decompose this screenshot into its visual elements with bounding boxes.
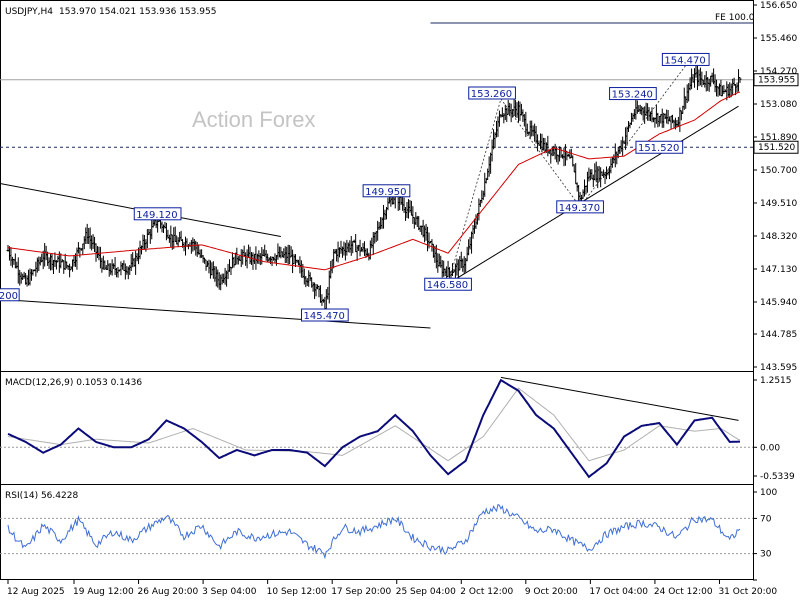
annotation-label: 151.520 bbox=[638, 143, 679, 154]
rsi-line bbox=[7, 503, 741, 560]
annotation-label: 200 bbox=[0, 291, 18, 302]
macd-line bbox=[7, 378, 740, 479]
x-tick-label: 25 Sep 04:00 bbox=[396, 587, 456, 597]
x-tick-label: 10 Sep 12:00 bbox=[267, 587, 327, 597]
rsi-tick-label: 100 bbox=[760, 488, 777, 498]
price-pane: 156.650 155.460 154.270 153.080 151.890 150.7… bbox=[0, 0, 799, 373]
trendline-support bbox=[447, 105, 739, 285]
x-tick-label: 24 Oct 12:00 bbox=[654, 587, 713, 597]
price-tick-label: 155.460 bbox=[760, 34, 797, 44]
annotation-label: 149.950 bbox=[365, 187, 406, 198]
rsi-pane-border bbox=[0, 484, 754, 580]
macd-pane: 1.2515 0.00 -0.5339 bbox=[0, 371, 795, 485]
annotation-box bbox=[362, 184, 411, 198]
annotation-box bbox=[661, 52, 710, 66]
price-tick-label: 153.080 bbox=[760, 100, 797, 110]
annotation-label: 145.470 bbox=[304, 311, 345, 322]
annotation-box bbox=[424, 277, 472, 291]
macd-tick-label: 0.00 bbox=[760, 443, 780, 453]
annotation-label: 149.120 bbox=[136, 210, 177, 221]
macd-trendline bbox=[500, 376, 739, 421]
price-tick-label: 151.890 bbox=[760, 133, 797, 143]
price-header: USDJPY,H4 153.970 154.021 153.936 153.955 bbox=[5, 7, 216, 17]
level-price-tag-box bbox=[753, 140, 799, 154]
annotation-label: 154.470 bbox=[664, 55, 705, 66]
macd-tick-label: 1.2515 bbox=[760, 376, 792, 386]
level-price-tag-text: 151.520 bbox=[758, 143, 795, 153]
x-tick-label: 12 Aug 2025 bbox=[7, 587, 65, 597]
price-tick-label: 145.940 bbox=[760, 298, 797, 308]
x-tick-label: 26 Aug 20:00 bbox=[138, 587, 199, 597]
annotation-box bbox=[468, 86, 516, 100]
annotation-box bbox=[0, 288, 20, 302]
annotation-box bbox=[609, 87, 657, 101]
price-tick-label: 148.320 bbox=[760, 232, 797, 242]
macd-signal-line bbox=[7, 387, 740, 462]
ohlc-label: 153.970 154.021 153.936 153.955 bbox=[59, 7, 216, 17]
macd-tick-label: -0.5339 bbox=[760, 472, 795, 482]
annotation-label: 146.580 bbox=[427, 280, 468, 291]
annotation-box bbox=[635, 140, 684, 154]
price-tick-label: 154.270 bbox=[760, 67, 797, 77]
price-tick-label: 143.595 bbox=[760, 363, 797, 373]
annotation-box bbox=[556, 200, 604, 214]
x-tick-label: 19 Aug 12:00 bbox=[73, 587, 134, 597]
rsi-tick-label: 30 bbox=[760, 550, 772, 560]
annotation-label: 153.240 bbox=[612, 90, 653, 101]
fe-label: FE 100.0 bbox=[715, 13, 755, 23]
current-price-tag-text: 153.955 bbox=[758, 76, 795, 86]
annotation-label: 153.260 bbox=[471, 89, 512, 100]
rsi-label: RSI(14) 56.4228 bbox=[5, 491, 78, 501]
price-tick-label: 150.700 bbox=[760, 166, 797, 176]
annotation-box bbox=[301, 308, 349, 322]
price-tick-label: 144.785 bbox=[760, 330, 797, 340]
annotation-box bbox=[133, 207, 182, 221]
macd-label: MACD(12,26,9) 0.1053 0.1436 bbox=[5, 378, 142, 388]
price-tick-label: 147.130 bbox=[760, 265, 797, 275]
x-tick-label: 2 Oct 12:00 bbox=[460, 587, 513, 597]
symbol-label: USDJPY,H4 bbox=[5, 7, 53, 17]
rsi-tick-label: 70 bbox=[760, 514, 772, 524]
wave-connector bbox=[447, 65, 687, 284]
watermark: Action Forex bbox=[192, 107, 316, 132]
rsi-pane: 100 70 30 bbox=[0, 484, 777, 581]
x-tick-label: 17 Oct 04:00 bbox=[589, 587, 648, 597]
price-tick-label: 149.510 bbox=[760, 199, 797, 209]
x-axis: 12 Aug 2025 19 Aug 12:00 26 Aug 20:00 3 Sep… bbox=[7, 579, 777, 597]
annotation-label: 149.370 bbox=[559, 203, 600, 214]
x-tick-label: 31 Oct 20:00 bbox=[718, 587, 777, 597]
trendline-lower-channel bbox=[0, 298, 431, 329]
trendline-upper-channel bbox=[0, 182, 281, 238]
current-price-tag-box bbox=[753, 73, 799, 87]
x-tick-label: 3 Sep 04:00 bbox=[202, 587, 257, 597]
x-tick-label: 9 Oct 20:00 bbox=[525, 587, 578, 597]
x-tick-label: 17 Sep 20:00 bbox=[331, 587, 391, 597]
price-tick-label: 156.650 bbox=[760, 1, 797, 11]
